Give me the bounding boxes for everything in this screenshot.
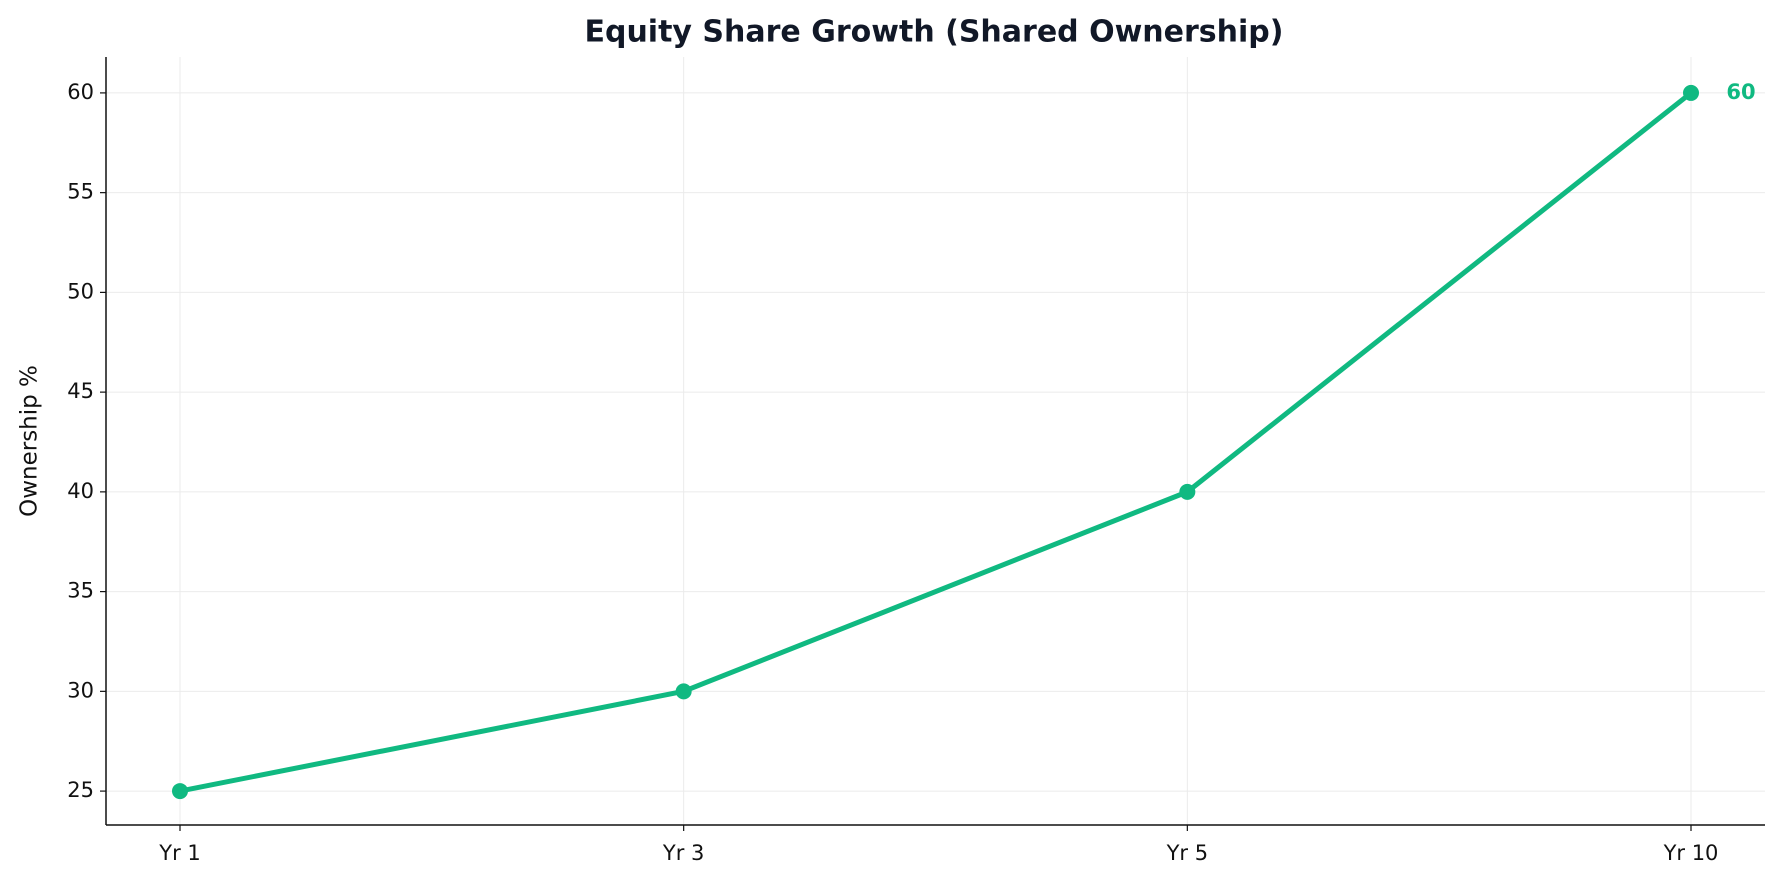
y-tick-label: 45	[67, 379, 94, 403]
y-axis-label: Ownership %	[17, 365, 43, 517]
y-tick-label: 40	[67, 479, 94, 503]
x-tick-label: Yr 1	[158, 841, 201, 865]
data-label: 60	[1726, 80, 1755, 104]
y-tick-label: 35	[67, 579, 94, 603]
x-tick-label: Yr 5	[1166, 841, 1209, 865]
y-tick-label: 60	[67, 80, 94, 104]
y-tick-label: 50	[67, 279, 94, 303]
y-tick-label: 55	[67, 180, 94, 204]
point	[1683, 84, 1699, 101]
y-tick-label: 25	[67, 778, 94, 802]
point	[675, 683, 692, 700]
point	[1179, 483, 1196, 500]
x-tick-label: Yr 10	[1663, 841, 1719, 865]
x-tick-label: Yr 3	[662, 841, 705, 865]
chart-title: Equity Share Growth (Shared Ownership)	[584, 15, 1283, 50]
point	[172, 783, 188, 800]
y-tick-label: 30	[67, 678, 94, 702]
line	[179, 90, 1693, 794]
